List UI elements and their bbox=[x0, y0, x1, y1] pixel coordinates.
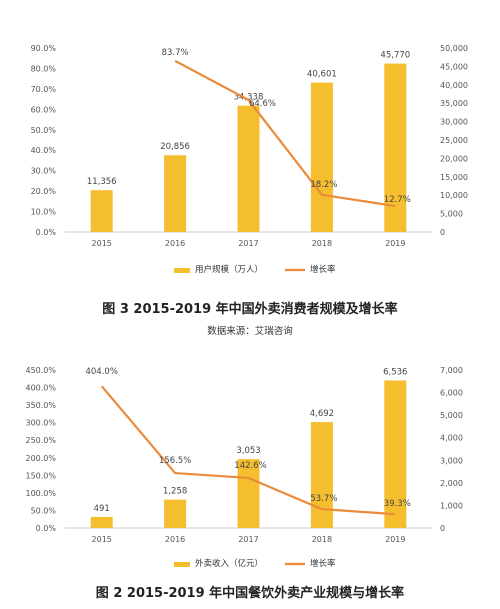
c1-bar bbox=[164, 155, 187, 232]
c2-right-tick-label: 3,000 bbox=[440, 456, 463, 465]
c2-left-tick-label: 300.0% bbox=[25, 419, 56, 428]
c1-left-tick-label: 0.0% bbox=[36, 228, 57, 237]
c1-bar-label: 45,770 bbox=[380, 51, 410, 61]
c2-right-tick-label: 6,000 bbox=[440, 389, 463, 398]
c1-right-tick-label: 15,000 bbox=[440, 173, 468, 182]
c1-bar-label: 40,601 bbox=[307, 70, 337, 80]
c2-line-label: 404.0% bbox=[85, 367, 117, 377]
c2-left-tick-label: 200.0% bbox=[25, 454, 56, 463]
c1-left-tick-label: 70.0% bbox=[31, 85, 57, 94]
c1-x-tick-label: 2018 bbox=[312, 239, 332, 248]
c2-bar bbox=[310, 422, 333, 528]
c1-line-label: 12.7% bbox=[384, 195, 411, 205]
c1-bar-label: 34,338 bbox=[234, 93, 264, 103]
c2-left-tick-label: 350.0% bbox=[25, 401, 56, 410]
c2-left-tick-label: 400.0% bbox=[25, 384, 56, 393]
c1-x-tick-label: 2016 bbox=[165, 239, 185, 248]
c2-left-tick-label: 50.0% bbox=[31, 506, 57, 515]
c1-right-tick-label: 20,000 bbox=[440, 154, 468, 163]
c2-bar bbox=[384, 380, 407, 528]
c2-x-tick-label: 2016 bbox=[165, 535, 185, 544]
c2-legend-bar-label: 外卖收入（亿元） bbox=[195, 558, 263, 569]
c1-right-tick-label: 30,000 bbox=[440, 118, 468, 127]
c1-x-tick-label: 2015 bbox=[92, 239, 112, 248]
c1-growth-line bbox=[174, 59, 396, 208]
c2-x-tick-label: 2017 bbox=[238, 535, 258, 544]
c1-x-tick-label: 2019 bbox=[385, 239, 405, 248]
c1-left-tick-label: 50.0% bbox=[31, 126, 57, 135]
c1-left-tick-label: 30.0% bbox=[31, 167, 57, 176]
c2-bar-label: 1,258 bbox=[163, 487, 187, 497]
c2-bar-label: 3,053 bbox=[236, 446, 260, 456]
c1-line-label: 64.6% bbox=[249, 99, 276, 109]
c2-bar bbox=[164, 499, 187, 528]
c1-right-tick-label: 45,000 bbox=[440, 62, 468, 71]
c2-line-label: 53.7% bbox=[310, 494, 337, 504]
c1-right-tick-label: 5,000 bbox=[440, 210, 463, 219]
c1-legend-bar-swatch bbox=[174, 268, 190, 273]
chart-1-caption: 图 3 2015-2019 年中国外卖消费者规模及增长率 bbox=[102, 301, 397, 317]
c2-left-tick-label: 250.0% bbox=[25, 436, 56, 445]
c2-x-tick-label: 2018 bbox=[312, 535, 332, 544]
c2-bar-label: 4,692 bbox=[310, 409, 334, 419]
c1-bar bbox=[237, 105, 260, 232]
chart-1-source: 数据来源：艾瑞咨询 bbox=[207, 325, 293, 337]
c2-x-tick-label: 2019 bbox=[385, 535, 405, 544]
c1-left-tick-label: 80.0% bbox=[31, 64, 57, 73]
chart-revenue-scale: 0.0% 50.0% 100.0% 150.0% 200.0% 250.0% 300.0% 3… bbox=[25, 366, 462, 569]
c2-bar-label: 6,536 bbox=[383, 367, 407, 377]
c2-right-tick-label: 7,000 bbox=[440, 366, 463, 375]
c2-bar-label: 491 bbox=[94, 504, 110, 514]
c2-right-tick-label: 1,000 bbox=[440, 501, 463, 510]
c1-left-tick-label: 90.0% bbox=[31, 44, 57, 53]
c2-right-tick-label: 5,000 bbox=[440, 411, 463, 420]
c1-bar bbox=[90, 190, 113, 232]
c2-bar bbox=[90, 516, 113, 528]
c1-bar-label: 20,856 bbox=[160, 142, 190, 152]
c2-growth-line bbox=[100, 385, 396, 516]
c2-line-label: 142.6% bbox=[234, 461, 266, 471]
c2-legend-line-label: 增长率 bbox=[310, 558, 336, 569]
c1-bar bbox=[384, 63, 407, 232]
c2-left-tick-label: 0.0% bbox=[36, 524, 57, 533]
c2-left-tick-label: 100.0% bbox=[25, 489, 56, 498]
c1-left-tick-label: 40.0% bbox=[31, 146, 57, 155]
c1-legend-line-label: 增长率 bbox=[310, 264, 336, 275]
c1-bar bbox=[310, 82, 333, 232]
chart-user-scale: 0.0% 10.0% 20.0% 30.0% 40.0% 50.0% 60.0% 70.0% 8… bbox=[31, 44, 468, 275]
c1-legend-bar-label: 用户规模（万人） bbox=[195, 264, 263, 275]
c2-left-tick-label: 150.0% bbox=[25, 471, 56, 480]
c1-right-tick-label: 50,000 bbox=[440, 44, 468, 53]
c1-right-tick-label: 10,000 bbox=[440, 191, 468, 200]
c1-left-tick-label: 60.0% bbox=[31, 105, 57, 114]
c2-left-tick-label: 450.0% bbox=[25, 366, 56, 375]
c2-right-tick-label: 4,000 bbox=[440, 434, 463, 443]
c2-bar bbox=[237, 459, 260, 528]
c1-right-tick-label: 40,000 bbox=[440, 81, 468, 90]
c1-left-tick-label: 10.0% bbox=[31, 208, 57, 217]
chart-2-caption: 图 2 2015-2019 年中国餐饮外卖产业规模与增长率 bbox=[96, 585, 404, 601]
c2-right-tick-label: 0 bbox=[440, 524, 445, 533]
c1-bar-label: 11,356 bbox=[87, 177, 117, 187]
c2-line-label: 39.3% bbox=[384, 499, 411, 509]
c2-line-label: 156.5% bbox=[159, 456, 191, 466]
c1-left-tick-label: 20.0% bbox=[31, 187, 57, 196]
c1-right-tick-label: 0 bbox=[440, 228, 445, 237]
c1-x-tick-label: 2017 bbox=[238, 239, 258, 248]
c1-line-label: 18.2% bbox=[310, 180, 337, 190]
c2-legend-bar-swatch bbox=[174, 562, 190, 567]
c1-line-label: 83.7% bbox=[162, 48, 189, 58]
c2-right-tick-label: 2,000 bbox=[440, 479, 463, 488]
c1-right-tick-label: 25,000 bbox=[440, 136, 468, 145]
c2-x-tick-label: 2015 bbox=[92, 535, 112, 544]
c1-right-tick-label: 35,000 bbox=[440, 99, 468, 108]
